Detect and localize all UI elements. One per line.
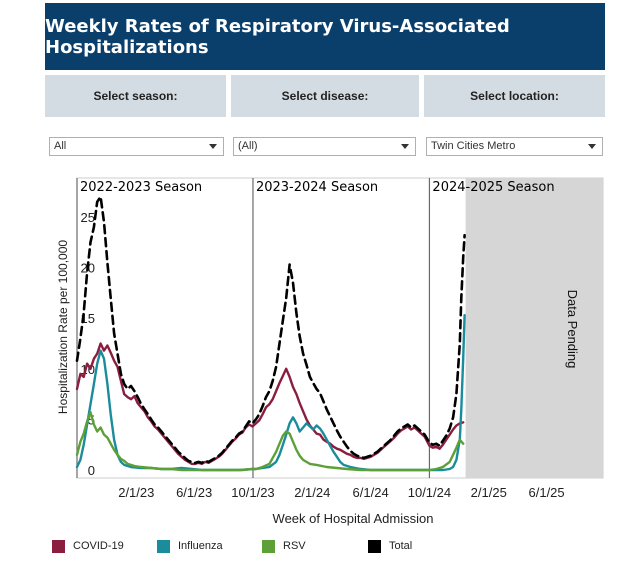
legend-item-covid[interactable]: COVID-19 [52,538,124,554]
y-tick-label: 25 [81,210,95,225]
season-label: 2024-2025 Season [432,180,554,195]
legend-label: RSV [283,540,306,552]
season-select-value: All [54,140,67,152]
total-swatch [368,539,381,553]
disease-filter-label: Select disease: [231,75,419,117]
season-label: 2022-2023 Season [80,180,202,195]
x-tick-label: 2/1/24 [294,485,330,500]
series-line-covid-19 [75,342,465,466]
chevron-down-icon [588,144,596,149]
data-pending-region [465,178,603,478]
x-tick-label: 6/1/23 [176,485,212,500]
disease-select-value: (All) [238,140,258,152]
season-select[interactable]: All [49,137,224,156]
series-line-rsv [75,411,465,472]
legend-item-influenza[interactable]: Influenza [157,538,223,554]
legend-label: Total [389,540,413,552]
season-filter-label: Select season: [45,75,226,117]
x-axis-label: Week of Hospital Admission [273,511,434,526]
x-tick-label: 2/1/23 [118,485,154,500]
page-title: Weekly Rates of Respiratory Virus-Associ… [45,3,605,70]
location-select[interactable]: Twin Cities Metro [426,137,603,156]
rsv-swatch [262,539,275,553]
influenza-swatch [157,539,170,553]
chevron-down-icon [209,144,217,149]
chevron-down-icon [401,144,409,149]
legend-item-total[interactable]: Total [368,538,412,554]
legend-label: COVID-19 [73,540,124,552]
x-tick-label: 6/1/25 [529,485,565,500]
x-tick-label: 2/1/25 [471,485,507,500]
disease-select[interactable]: (All) [233,137,416,156]
legend-item-rsv[interactable]: RSV [262,538,306,554]
location-select-value: Twin Cities Metro [431,140,516,152]
location-filter-label: Select location: [424,75,605,117]
season-label: 2023-2024 Season [256,180,378,195]
series-line-total [75,195,466,465]
legend-label: Influenza [178,540,223,552]
x-tick-label: 10/1/24 [408,485,451,500]
x-tick-label: 10/1/23 [231,485,274,500]
x-tick-label: 6/1/24 [353,485,389,500]
data-pending-label: Data Pending [565,290,580,369]
covid-swatch [52,539,65,553]
y-tick-label: 0 [88,463,95,478]
y-axis-label: Hospitalization Rate per 100,000 [56,240,70,414]
